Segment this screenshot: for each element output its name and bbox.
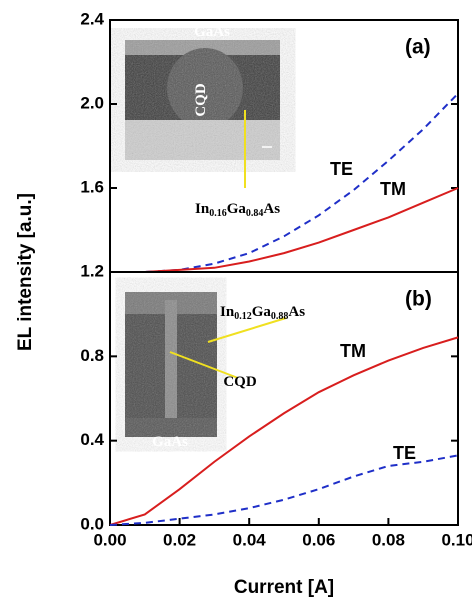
plot-frame [109,271,459,526]
inset-label-subscript: 0.88 [271,311,289,322]
inset-image-a [125,40,280,188]
inset-label-part: Ga [252,304,272,320]
inset-image-b [125,292,287,437]
inset-label-part: Ga [227,201,247,217]
inset-label: CQD [223,374,257,390]
inset-label-subscript: 0.16 [209,208,227,219]
y-tick-label: 0.4 [80,430,104,449]
panel-label: (a) [405,36,431,59]
panel-label: (b) [405,288,432,311]
inset-label: GaAs [194,24,230,40]
inset-label-part: As [288,304,305,320]
inset-label-part: CQD [193,83,209,117]
curve-label: TE [330,159,353,179]
series-line [109,336,459,526]
inset-label-part: In [195,201,210,217]
y-tick-label: 1.2 [80,261,104,280]
x-tick-label: 0.08 [372,530,405,549]
x-tick-label: 0.06 [302,530,335,549]
series-line [110,187,459,273]
inset-label: In0.12Ga0.88As [220,304,305,322]
y-tick-label: 2.4 [80,9,104,28]
series-line [110,92,459,273]
inset-label-subscript: 0.12 [234,311,252,322]
x-tick-label: 0.04 [233,530,267,549]
inset-label-part: CQD [223,374,257,390]
curve-label: TM [380,179,406,199]
x-tick-label: 0.10 [441,530,472,549]
inset-label-part: In [220,304,235,320]
inset-label-part: GaAs [152,434,188,450]
y-tick-label: 0.0 [80,514,104,533]
inset-label-subscript: 0.84 [246,208,264,219]
inset-label: In0.16Ga0.84As [195,201,280,219]
inset-label-part: As [263,201,280,217]
x-axis-title: Current [A] [234,577,334,598]
series-line [109,454,459,526]
y-tick-label: 0.8 [80,346,104,365]
inset-label-part: GaAs [194,24,230,40]
x-tick-label: 0.00 [93,530,126,549]
inset-label: CQD [193,83,209,117]
curve-label: TM [340,341,366,361]
x-tick-label: 0.02 [163,530,196,549]
inset-label: GaAs [152,434,188,450]
y-axis-title: EL intensity [a.u.] [15,193,36,351]
y-tick-label: 1.6 [80,177,104,196]
curve-label: TE [393,443,416,463]
y-tick-label: 2.0 [80,93,104,112]
